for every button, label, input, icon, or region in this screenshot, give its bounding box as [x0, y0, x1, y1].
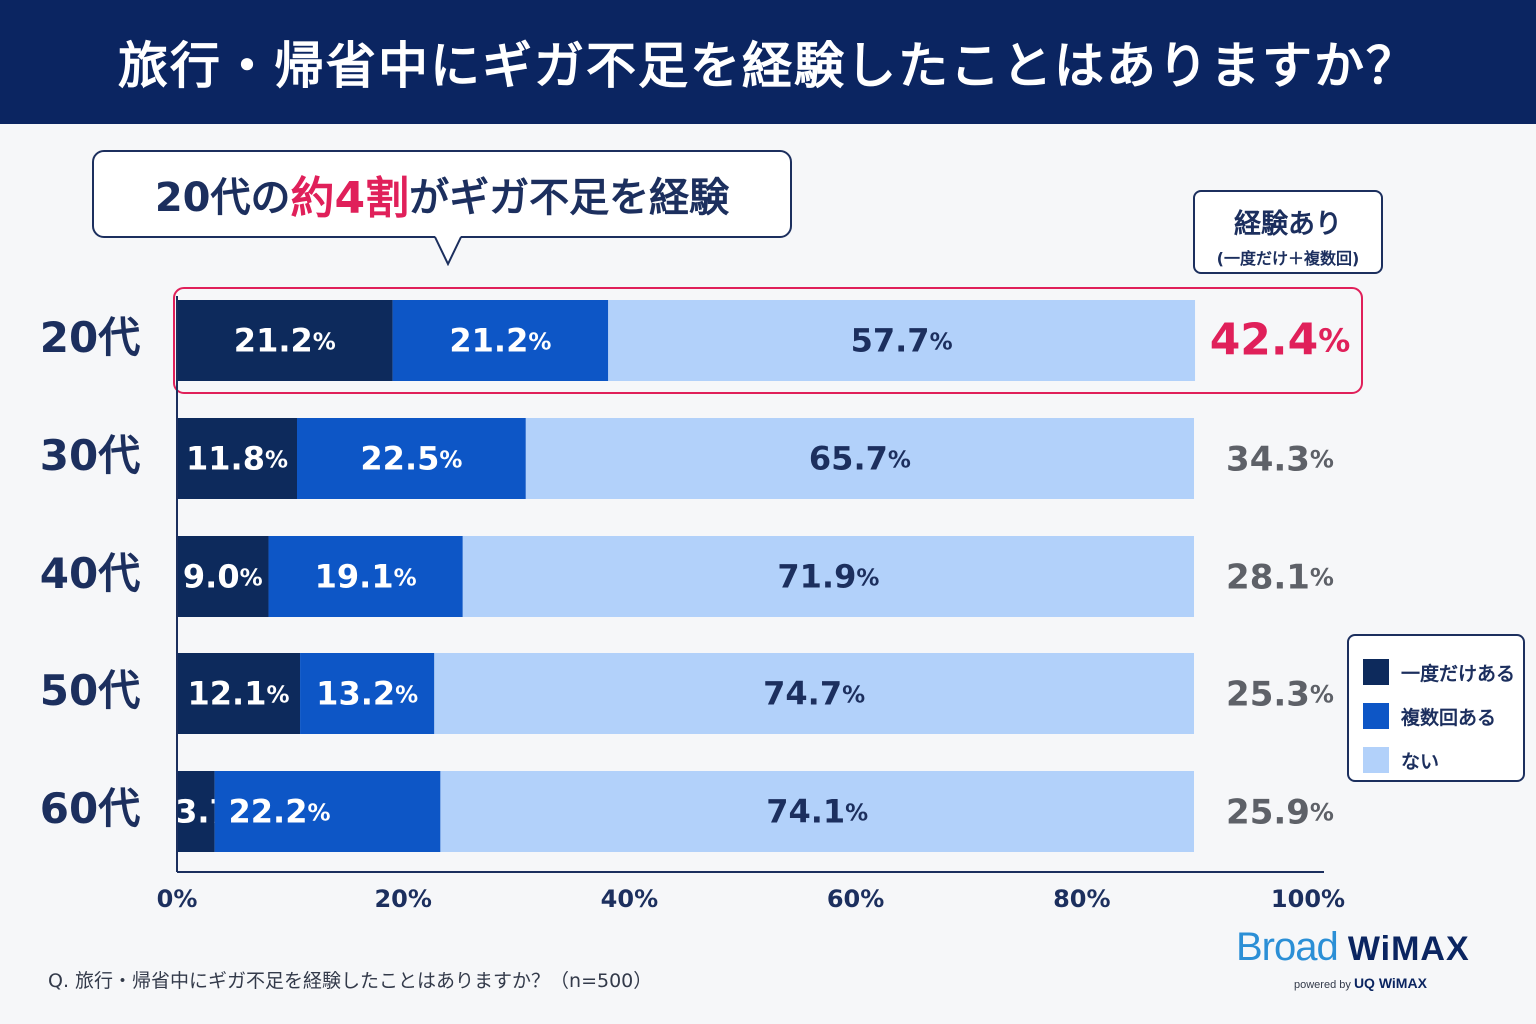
data-label: 74.1% [766, 793, 868, 831]
callout-box: 20代の 約4割 がギガ不足を経験 [92, 150, 792, 238]
x-tick-label: 60% [827, 885, 884, 913]
legend-swatch-once [1363, 659, 1389, 685]
bar-segment [300, 653, 435, 734]
callout-pointer [434, 236, 462, 266]
x-tick-label: 100% [1271, 885, 1345, 913]
data-label: 12.1% [188, 675, 290, 713]
logo-wimax: WiMAX [1347, 930, 1470, 968]
experienced-header-title: 経験あり [1234, 209, 1342, 240]
data-label: 57.7% [851, 322, 953, 360]
bar-segment [440, 771, 1194, 852]
bar-segment [392, 300, 609, 381]
category-label: 40代 [40, 549, 140, 598]
x-tick-label: 0% [157, 885, 198, 913]
data-label: 22.5% [360, 440, 462, 478]
experienced-total-label: 42.4% [1210, 315, 1351, 366]
bar-segment [462, 536, 1195, 617]
logo-uq-wimax: UQ WiMAX [1353, 975, 1427, 991]
callout-prefix: 20代の [154, 175, 291, 221]
legend: 一度だけある 複数回ある ない [1347, 634, 1525, 782]
bar-segment [268, 536, 463, 617]
category-label: 50代 [40, 666, 140, 715]
broad-wimax-logo: Broad WiMAX powered by UQ WiMAX [1236, 925, 1486, 995]
x-tick-label: 20% [374, 885, 431, 913]
bar-segment [177, 771, 215, 852]
category-label: 60代 [40, 784, 140, 833]
data-label: 21.2% [449, 322, 551, 360]
category-label: 20代 [40, 313, 140, 362]
data-label: 22.2% [229, 793, 331, 831]
logo-powered-by: powered by UQ WiMAX [1294, 975, 1427, 991]
chart-title: 旅行・帰省中にギガ不足を経験したことはありますか？ [118, 37, 1418, 95]
bar-segment [434, 653, 1194, 734]
logo-wordmark: Broad WiMAX [1236, 925, 1470, 970]
title-banner: 旅行・帰省中にギガ不足を経験したことはありますか？ [0, 0, 1536, 124]
data-label: 13.2% [316, 675, 418, 713]
data-label: 71.9% [777, 558, 879, 596]
legend-swatch-multiple [1363, 703, 1389, 729]
experienced-total-label: 34.3% [1226, 439, 1334, 479]
legend-item-once: 一度だけある [1363, 650, 1523, 694]
callout-highlight: 約4割 [290, 173, 410, 224]
survey-question-footnote: Q. 旅行・帰省中にギガ不足を経験したことはありますか？（n=500） [48, 970, 653, 992]
bar-segment [177, 653, 301, 734]
bar-segment [525, 418, 1194, 499]
data-label: 21.2% [234, 322, 336, 360]
highlight-frame [173, 287, 1363, 394]
bar-segment [608, 300, 1196, 381]
logo-broad: Broad [1236, 925, 1339, 969]
bar-segment [297, 418, 526, 499]
experienced-total-label: 25.3% [1226, 674, 1334, 714]
legend-label-none: ない [1401, 750, 1440, 773]
data-label: 65.7% [809, 440, 911, 478]
data-label: 11.8% [186, 440, 288, 478]
experienced-total-label: 28.1% [1226, 557, 1334, 597]
legend-item-multiple: 複数回ある [1363, 694, 1523, 738]
data-label: 9.0% [183, 558, 263, 596]
bar-segment [214, 771, 441, 852]
data-label: 19.1% [315, 558, 417, 596]
data-label: 74.7% [763, 675, 865, 713]
legend-label-once: 一度だけある [1401, 662, 1516, 685]
experienced-header-subtitle: (一度だけ＋複数回) [1216, 249, 1360, 268]
legend-item-none: ない [1363, 738, 1523, 782]
bar-segment [177, 418, 298, 499]
legend-label-multiple: 複数回ある [1401, 706, 1497, 729]
x-tick-label: 40% [601, 885, 658, 913]
experienced-column-header: 経験あり (一度だけ＋複数回) [1193, 190, 1383, 274]
bar-segment [177, 536, 269, 617]
category-label: 30代 [40, 431, 140, 480]
bar-segment [177, 300, 393, 381]
legend-swatch-none [1363, 747, 1389, 773]
logo-powered-text: powered by [1294, 979, 1351, 991]
x-tick-label: 80% [1053, 885, 1110, 913]
callout-suffix: がギガ不足を経験 [409, 175, 730, 221]
experienced-total-label: 25.9% [1226, 792, 1334, 832]
